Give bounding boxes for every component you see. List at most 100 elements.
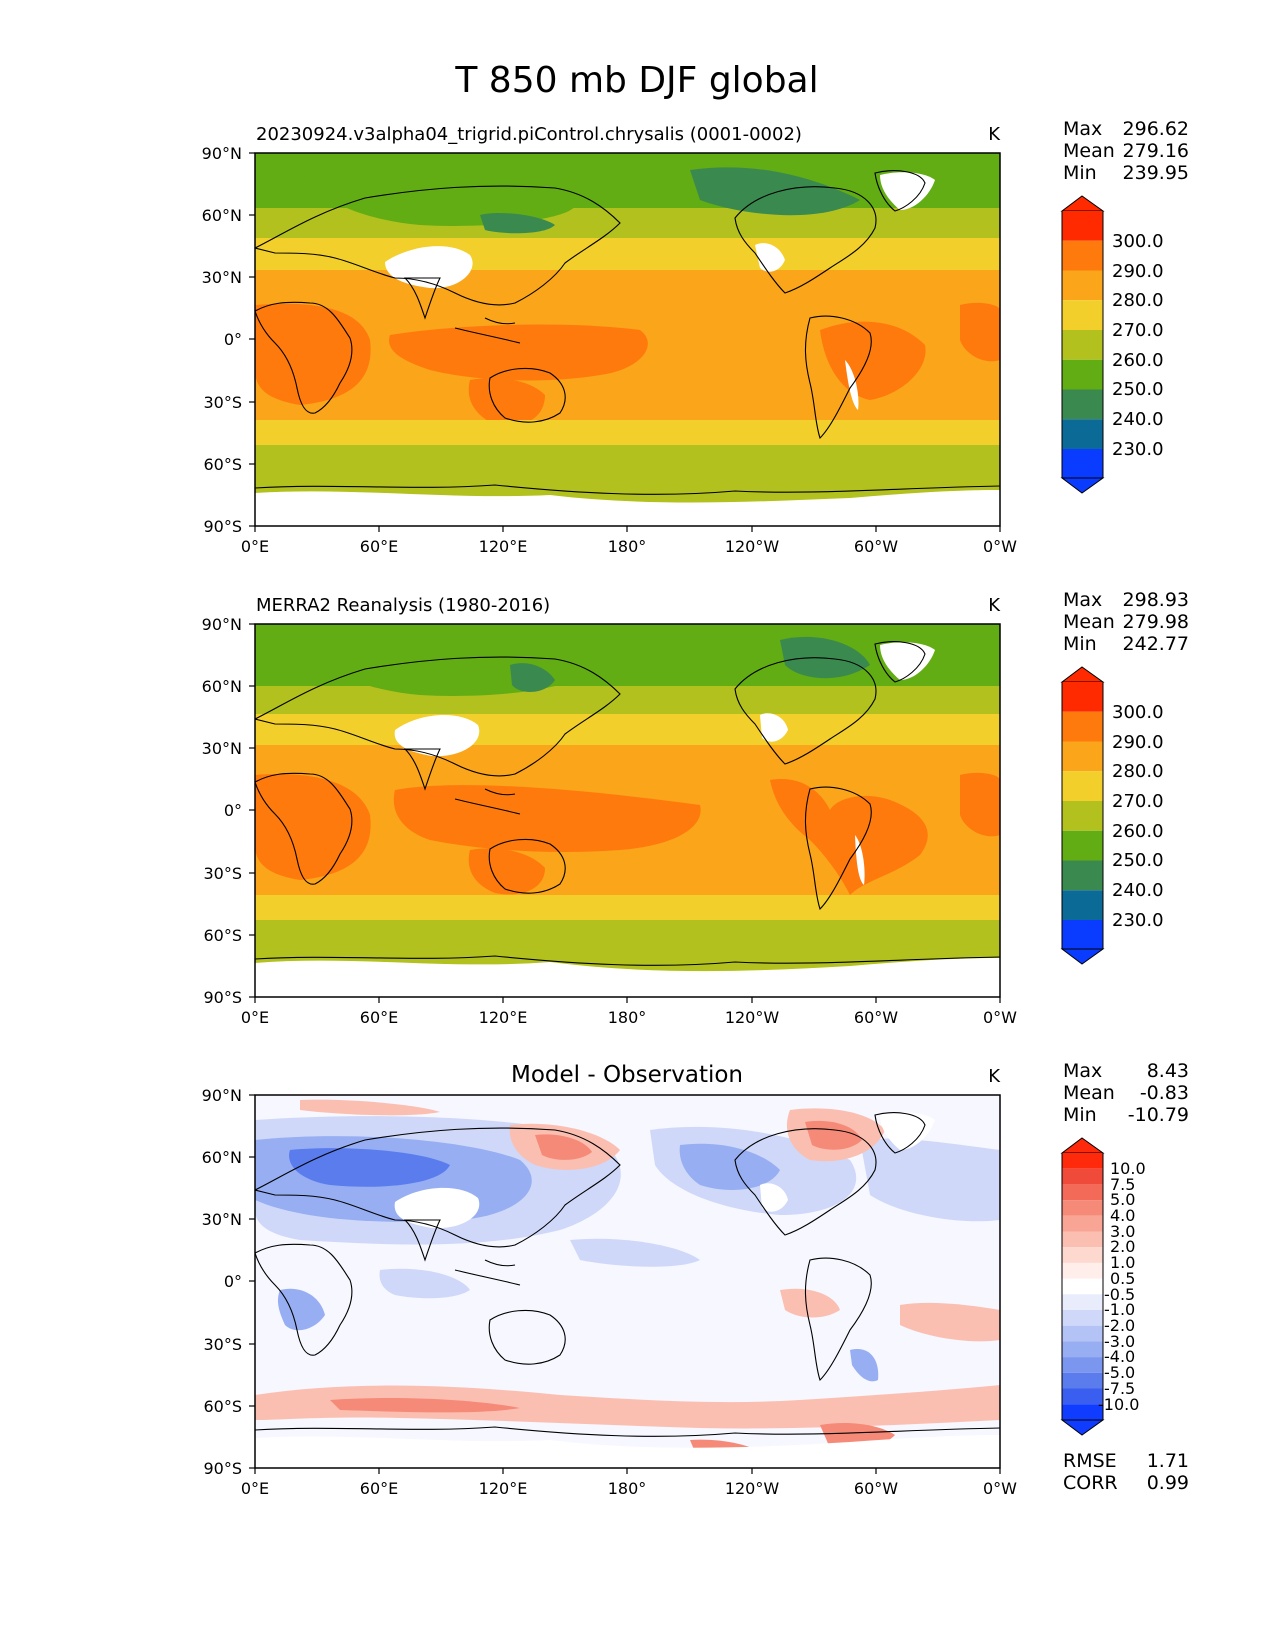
colorbar-label: 270.0 — [1112, 320, 1164, 341]
stat-label: Mean — [1063, 140, 1115, 162]
colorbar-label: 4.0 — [1110, 1206, 1135, 1225]
colorbar-label: -3.0 — [1104, 1332, 1135, 1351]
stat-label: Mean — [1063, 611, 1115, 633]
metrics-block: RMSE 1.71 CORR 0.99 — [1063, 1450, 1189, 1494]
y-tick-label: 30°S — [203, 1335, 242, 1354]
y-tick-label: 60°N — [202, 677, 242, 696]
y-tick-label: 0° — [224, 330, 242, 349]
stat-value: 242.77 — [1123, 633, 1189, 655]
colorbar-label: -7.5 — [1104, 1379, 1135, 1398]
colorbar-label: -1.0 — [1104, 1300, 1135, 1319]
y-tick-label: 60°N — [202, 206, 242, 225]
colorbar-label: 7.5 — [1110, 1175, 1135, 1194]
y-tick-label: 90°S — [203, 517, 242, 536]
colorbar-label: 300.0 — [1112, 702, 1164, 723]
colorbar: 300.0 290.0 280.0 270.0 260.0 250.0 240.… — [1060, 666, 1164, 965]
units-label: K — [988, 1066, 1001, 1087]
y-tick-label: 30°S — [203, 393, 242, 412]
panel-subtitle: 20230924.v3alpha04_trigrid.piControl.chr… — [256, 124, 802, 145]
colorbar-label: -5.0 — [1104, 1363, 1135, 1382]
colorbar-label: -0.5 — [1104, 1285, 1135, 1304]
x-tick-label: 120°W — [725, 1008, 780, 1027]
x-tick-label: 60°E — [360, 537, 398, 556]
y-tick-label: 30°N — [202, 739, 242, 758]
colorbar-label: 260.0 — [1112, 821, 1164, 842]
y-tick-label: 30°N — [202, 268, 242, 287]
x-tick-label: 120°E — [479, 537, 528, 556]
y-tick-label: 30°N — [202, 1210, 242, 1229]
stats-block: Max 298.93 Mean 279.98 Min 242.77 — [1063, 589, 1189, 655]
stat-label: Mean — [1063, 1082, 1115, 1104]
stat-value: 8.43 — [1147, 1060, 1189, 1082]
colorbar-label: 3.0 — [1110, 1222, 1135, 1241]
units-label: K — [988, 124, 1001, 145]
stat-value: 279.98 — [1123, 611, 1189, 633]
x-tick-label: 60°E — [360, 1479, 398, 1498]
colorbar-label: 240.0 — [1112, 409, 1164, 430]
y-tick-label: 0° — [224, 801, 242, 820]
stat-value: -10.79 — [1128, 1104, 1189, 1126]
stat-value: 239.95 — [1123, 162, 1189, 184]
colorbar-label: 0.5 — [1110, 1269, 1135, 1288]
x-tick-label: 0°W — [983, 537, 1017, 556]
panel-difference: Model - Observation K — [202, 1060, 1189, 1498]
x-tick-label: 60°W — [854, 1008, 898, 1027]
x-tick-label: 120°W — [725, 537, 780, 556]
stat-label: Min — [1063, 1104, 1097, 1126]
y-axis — [249, 152, 255, 527]
stats-block: Max 296.62 Mean 279.16 Min 239.95 — [1063, 118, 1189, 184]
temperature-map — [255, 624, 1000, 997]
x-tick-label: 120°E — [479, 1008, 528, 1027]
metric-label: RMSE — [1063, 1450, 1117, 1472]
panel-subtitle: Model - Observation — [511, 1062, 743, 1088]
stat-value: -0.83 — [1140, 1082, 1189, 1104]
x-tick-label: 0°E — [241, 1008, 269, 1027]
metric-label: CORR — [1063, 1472, 1118, 1494]
y-tick-label: 90°N — [202, 1086, 242, 1105]
y-tick-label: 30°S — [203, 864, 242, 883]
stat-label: Max — [1063, 118, 1102, 140]
colorbar-label: 10.0 — [1110, 1159, 1146, 1178]
colorbar-label: 230.0 — [1112, 439, 1164, 460]
y-tick-label: 60°S — [203, 1397, 242, 1416]
colorbar-label: -4.0 — [1104, 1347, 1135, 1366]
stat-label: Max — [1063, 589, 1102, 611]
x-axis — [254, 997, 1001, 1003]
colorbar-label: 290.0 — [1112, 261, 1164, 282]
colorbar-label: 2.0 — [1110, 1237, 1135, 1256]
x-tick-label: 0°W — [983, 1479, 1017, 1498]
x-axis — [254, 526, 1001, 532]
stat-value: 298.93 — [1123, 589, 1189, 611]
colorbar-label: 250.0 — [1112, 850, 1164, 871]
x-axis — [254, 1468, 1001, 1474]
y-axis — [249, 623, 255, 998]
colorbar-label: 290.0 — [1112, 732, 1164, 753]
x-tick-label: 0°W — [983, 1008, 1017, 1027]
colorbar-label: 280.0 — [1112, 761, 1164, 782]
y-axis — [249, 1094, 255, 1469]
x-tick-label: 180° — [608, 537, 647, 556]
figure-title: T 850 mb DJF global — [454, 60, 818, 101]
x-tick-label: 0°E — [241, 1479, 269, 1498]
x-tick-label: 120°W — [725, 1479, 780, 1498]
colorbar-label: 240.0 — [1112, 880, 1164, 901]
colorbar-label: -2.0 — [1104, 1316, 1135, 1335]
stat-value: 296.62 — [1123, 118, 1189, 140]
stats-block: Max 8.43 Mean -0.83 Min -10.79 — [1063, 1060, 1189, 1126]
stat-label: Min — [1063, 162, 1097, 184]
colorbar: 300.0 290.0 280.0 270.0 260.0 250.0 240.… — [1060, 195, 1164, 494]
units-label: K — [988, 595, 1001, 616]
stat-value: 279.16 — [1123, 140, 1189, 162]
y-tick-label: 60°N — [202, 1148, 242, 1167]
x-tick-label: 60°E — [360, 1008, 398, 1027]
difference-map — [255, 1095, 1000, 1468]
panel-model: 20230924.v3alpha04_trigrid.piControl.chr… — [202, 118, 1189, 556]
colorbar-label: 250.0 — [1112, 379, 1164, 400]
stat-label: Min — [1063, 633, 1097, 655]
colorbar-label: 260.0 — [1112, 350, 1164, 371]
temperature-map — [255, 153, 1000, 526]
metric-value: 1.71 — [1147, 1450, 1189, 1472]
colorbar: 10.0 7.5 5.0 4.0 3.0 2.0 1.0 0.5 -0.5 -1… — [1060, 1137, 1146, 1436]
x-tick-label: 180° — [608, 1479, 647, 1498]
stat-label: Max — [1063, 1060, 1102, 1082]
